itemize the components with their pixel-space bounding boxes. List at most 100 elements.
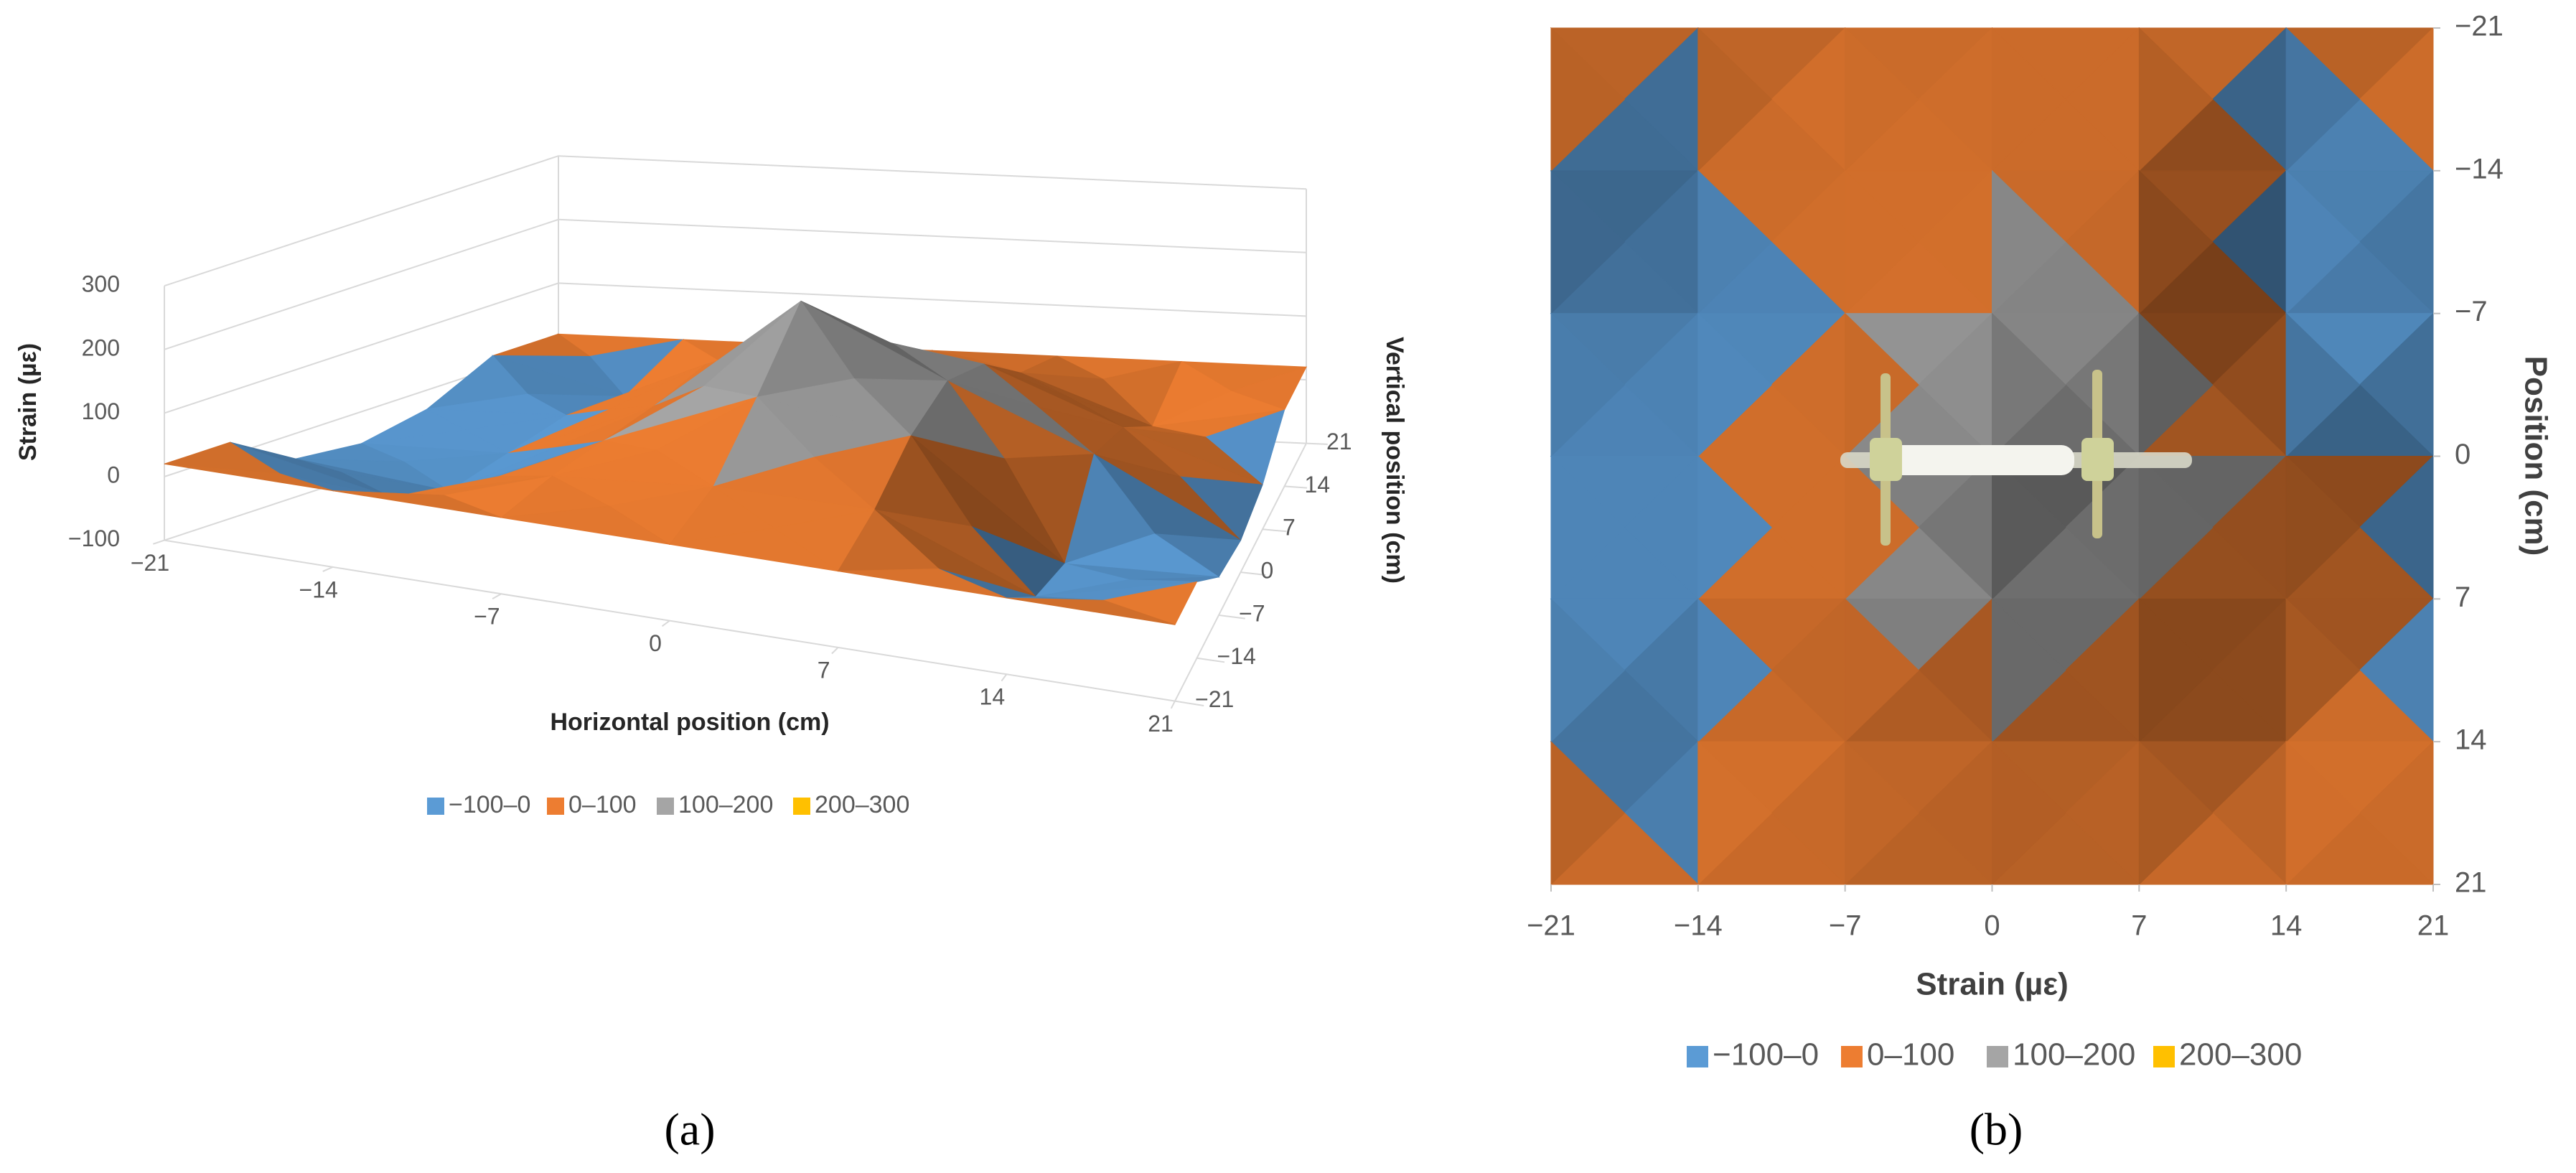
- x-tick: [831, 647, 839, 655]
- contour-facet: [1992, 169, 2066, 314]
- legend-label: 100–200: [2013, 1037, 2135, 1072]
- y-tick-label: 7: [2455, 581, 2470, 613]
- legend-swatch: [2153, 1046, 2175, 1067]
- panel-label: (b): [1970, 1104, 2023, 1155]
- surface-facet: [501, 505, 670, 545]
- contour-facet: [2285, 169, 2361, 314]
- y-tick-label: 7: [1283, 515, 1296, 541]
- x-tick-label: 0: [1984, 910, 2000, 942]
- x-tick-label: 21: [2417, 910, 2450, 942]
- z-tick-label: 100: [82, 398, 120, 424]
- contour-facet: [2138, 598, 2214, 743]
- legend-swatch: [1687, 1046, 1708, 1067]
- x-axis-title: Strain (µε): [1916, 967, 2068, 1002]
- y-tick-label: 14: [2455, 724, 2487, 756]
- legend-swatch: [1841, 1046, 1863, 1067]
- contour-facet: [1697, 455, 1772, 600]
- contour-facet: [2285, 740, 2361, 886]
- surface-facet: [1006, 597, 1176, 625]
- y-tick-label: −7: [1239, 600, 1265, 626]
- x-tick: [322, 566, 334, 572]
- sensor-block: [2081, 438, 2114, 481]
- legend-label: 200–300: [815, 791, 909, 818]
- z-tick-label: 0: [107, 462, 120, 487]
- x-tick: [1170, 701, 1176, 709]
- x-axis-title: Horizontal position (cm): [550, 709, 829, 736]
- x-tick-label: −14: [1674, 910, 1723, 942]
- y-tick-label: −14: [1217, 643, 1256, 669]
- contour-facet: [1697, 169, 1772, 314]
- x-tick: [1001, 673, 1008, 682]
- contour-facet: [1697, 27, 1772, 172]
- surface-facet: [838, 568, 1007, 599]
- legend-label: 200–300: [2179, 1037, 2302, 1072]
- x-tick-label: 14: [2270, 910, 2303, 942]
- sensor-body: [1888, 445, 2074, 475]
- legend-swatch: [427, 798, 444, 815]
- contour-facet: [1992, 598, 2066, 743]
- surface-facet: [669, 527, 838, 572]
- x-tick-label: −7: [1829, 910, 1862, 942]
- contour-facet: [1845, 27, 1919, 172]
- contour-facet: [2285, 27, 2361, 172]
- contour-facet: [2138, 169, 2214, 314]
- contour-facet: [1845, 598, 1919, 743]
- x-tick-label: 7: [2131, 910, 2147, 942]
- z-axis-title: Strain (µε): [14, 343, 42, 461]
- contour-facet: [2285, 455, 2361, 600]
- contour-facet: [1697, 740, 1772, 886]
- legend-label: 0–100: [568, 791, 637, 818]
- x-tick: [492, 593, 502, 600]
- legend-swatch: [1987, 1046, 2008, 1067]
- z-tick-label: 200: [82, 335, 120, 360]
- contour-facet: [1992, 455, 2066, 600]
- contour-facet: [2138, 455, 2214, 600]
- x-tick-label: −21: [131, 550, 169, 576]
- x-tick-label: 7: [818, 657, 830, 683]
- y-tick-label: 21: [1326, 429, 1352, 454]
- y-tick-label: 0: [2455, 439, 2470, 470]
- z-tick-label: −100: [68, 525, 120, 551]
- contour-facet: [1992, 27, 2066, 172]
- chart-a: −1000100200300−21−14−7071421−21−14−70714…: [14, 155, 1408, 1155]
- contour-facet: [1697, 312, 1772, 457]
- contour-facet: [1550, 598, 1626, 743]
- contour-facet: [2285, 598, 2361, 743]
- y-tick-label: 0: [1261, 558, 1274, 584]
- x-tick-label: 14: [980, 684, 1006, 710]
- x-tick-label: 21: [1148, 711, 1174, 737]
- legend-swatch: [793, 798, 810, 815]
- legend-label: 0–100: [1867, 1037, 1954, 1072]
- y-tick: [1174, 700, 1204, 706]
- y-tick-label: −21: [1195, 686, 1234, 712]
- contour-facet: [1697, 598, 1772, 743]
- contour-facet: [1845, 740, 1919, 886]
- contour-facet: [2138, 312, 2214, 457]
- x-tick-label: −7: [474, 604, 500, 630]
- surface-facet: [164, 463, 333, 492]
- x-tick: [661, 620, 670, 627]
- y-tick: [1218, 614, 1245, 620]
- contour-facet: [1550, 27, 1626, 172]
- z-tick-label: 300: [82, 271, 120, 297]
- contour-facet: [1992, 312, 2066, 457]
- y-axis-title: Position (cm): [2518, 356, 2553, 556]
- y-tick-label: 14: [1305, 472, 1331, 497]
- x-tick-label: 0: [649, 630, 662, 656]
- y-tick: [1240, 571, 1266, 576]
- y-tick: [1196, 657, 1225, 663]
- contour-facet: [1845, 169, 1919, 314]
- contour-facet: [2138, 27, 2214, 172]
- contour-facet: [1550, 169, 1626, 314]
- legend-label: 100–200: [678, 791, 773, 818]
- y-tick-label: 21: [2455, 867, 2487, 899]
- legend-label: −100–0: [1713, 1037, 1819, 1072]
- contour-facet: [1992, 740, 2066, 886]
- y-tick-label: −14: [2455, 153, 2504, 184]
- contour-facet: [1550, 455, 1626, 600]
- contour-facet: [2138, 740, 2214, 886]
- legend-swatch: [547, 798, 564, 815]
- y-axis-title: Vertical position (cm): [1381, 337, 1408, 584]
